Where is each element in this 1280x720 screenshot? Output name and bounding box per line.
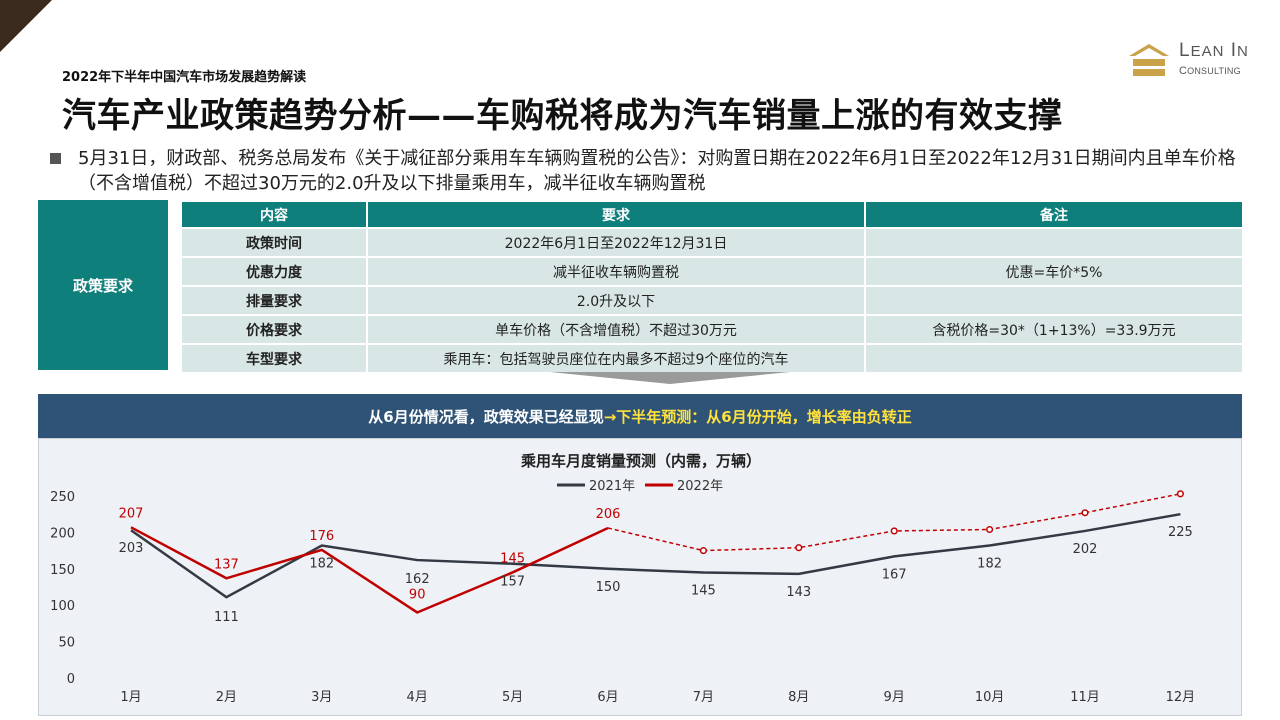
data-label-2022: 90	[409, 587, 426, 602]
y-tick-label: 0	[67, 672, 75, 687]
banner-highlight: →下半年预测：从6月份开始，增长率由负转正	[603, 407, 912, 426]
x-tick-label: 12月	[1166, 690, 1196, 705]
row-remark: 优惠=车价*5%	[864, 256, 1244, 287]
x-tick-label: 11月	[1070, 690, 1100, 705]
company-logo: LEAN IN CONSULTING	[1127, 40, 1257, 84]
x-tick-label: 4月	[407, 690, 428, 705]
forecast-point	[986, 525, 994, 534]
report-subtitle: 2022年下半年中国汽车市场发展趋势解读	[62, 70, 307, 85]
row-key: 排量要求	[180, 285, 368, 316]
data-label-2022: 206	[596, 507, 621, 522]
header-content: 内容	[180, 200, 368, 229]
banner-text: 从6月份情况看，政策效果已经显现	[368, 407, 604, 426]
forecast-point	[795, 544, 803, 552]
header-requirement: 要求	[366, 200, 866, 229]
row-requirement: 2.0升及以下	[366, 285, 866, 316]
down-arrow-icon	[550, 372, 790, 384]
row-requirement: 减半征收车辆购置税	[366, 256, 866, 287]
legend-label-2021: 2021年	[589, 479, 635, 494]
series-2021-line	[130, 512, 1181, 599]
forecast-point	[890, 527, 898, 535]
logo-line2: CONSULTING	[1179, 65, 1241, 77]
bullet-square-icon	[50, 153, 61, 164]
row-key: 价格要求	[180, 314, 368, 345]
y-tick-label: 50	[58, 636, 75, 651]
table-row: 排量要求 2.0升及以下	[180, 285, 1244, 316]
data-label-2021: 150	[596, 580, 621, 595]
row-key: 车型要求	[180, 343, 368, 374]
row-remark	[864, 227, 1244, 258]
logo-line1: LEAN IN	[1179, 40, 1249, 61]
data-label-2021: 225	[1168, 525, 1193, 540]
sales-forecast-chart: 乘用车月度销量预测（内需，万辆） 2021年 2022年 0 50 100 150 200 25…	[38, 438, 1242, 716]
series-2022-line	[130, 526, 609, 614]
table-row: 车型要求 乘用车：包括驾驶员座位在内最多不超过9个座位的汽车	[180, 343, 1244, 374]
logo-house-icon	[1129, 44, 1169, 76]
y-tick-label: 100	[50, 599, 75, 614]
row-key: 政策时间	[180, 227, 368, 258]
x-tick-label: 6月	[597, 690, 618, 705]
data-label-2021: 182	[977, 557, 1002, 572]
forecast-point	[699, 547, 707, 555]
data-label-2022: 145	[500, 551, 525, 566]
data-label-2021: 202	[1073, 542, 1098, 557]
corner-decoration	[0, 0, 52, 52]
data-label-2022: 137	[214, 557, 239, 572]
data-label-2021: 203	[119, 541, 144, 556]
row-requirement: 2022年6月1日至2022年12月31日	[366, 227, 866, 258]
row-requirement: 单车价格（不含增值税）不超过30万元	[366, 314, 866, 345]
x-tick-label: 10月	[975, 690, 1005, 705]
chart-title: 乘用车月度销量预测（内需，万辆）	[520, 452, 761, 470]
data-label-2022: 176	[309, 529, 334, 544]
header-remark: 备注	[864, 200, 1244, 229]
row-remark: 含税价格=30*（1+13%）=33.9万元	[864, 314, 1244, 345]
policy-bullet: 5月31日，财政部、税务总局发布《关于减征部分乘用车车辆购置税的公告》：对购置日…	[50, 146, 1250, 196]
data-label-2021: 162	[405, 572, 430, 587]
chart-canvas: 乘用车月度销量预测（内需，万辆） 2021年 2022年 0 50 100 150 200 25…	[50, 452, 1196, 705]
row-key: 优惠力度	[180, 256, 368, 287]
policy-table: 内容 要求 备注 政策时间 2022年6月1日至2022年12月31日 优惠力度…	[180, 200, 1244, 374]
data-label-2021: 167	[882, 567, 907, 582]
x-tick-label: 1月	[120, 690, 141, 705]
table-header-row: 内容 要求 备注	[180, 200, 1244, 229]
forecast-point	[1176, 490, 1184, 498]
table-row: 价格要求 单车价格（不含增值税）不超过30万元 含税价格=30*（1+13%）=…	[180, 314, 1244, 345]
data-label-2022: 207	[119, 506, 144, 521]
data-label-2021: 111	[214, 610, 239, 625]
conclusion-banner: 从6月份情况看，政策效果已经显现 →下半年预测：从6月份开始，增长率由负转正	[38, 394, 1242, 438]
data-label-2021: 157	[500, 575, 525, 590]
x-tick-label: 8月	[788, 690, 809, 705]
row-requirement: 乘用车：包括驾驶员座位在内最多不超过9个座位的汽车	[366, 343, 866, 374]
x-tick-label: 2月	[216, 690, 237, 705]
policy-side-label: 政策要求	[38, 200, 168, 370]
page-title: 汽车产业政策趋势分析——车购税将成为汽车销量上涨的有效支撑	[62, 96, 1063, 136]
x-tick-label: 5月	[502, 690, 523, 705]
bullet-text: 5月31日，财政部、税务总局发布《关于减征部分乘用车车辆购置税的公告》：对购置日…	[78, 148, 1236, 194]
y-tick-label: 150	[50, 563, 75, 578]
x-tick-label: 3月	[311, 690, 332, 705]
table-row: 优惠力度 减半征收车辆购置税 优惠=车价*5%	[180, 256, 1244, 287]
row-remark	[864, 285, 1244, 316]
table-row: 政策时间 2022年6月1日至2022年12月31日	[180, 227, 1244, 258]
data-label-2021: 182	[309, 557, 334, 572]
legend-label-2022: 2022年	[677, 479, 723, 494]
x-tick-label: 7月	[693, 690, 714, 705]
data-label-2021: 145	[691, 583, 716, 598]
y-tick-label: 200	[50, 526, 75, 541]
forecast-point	[1081, 509, 1089, 517]
data-label-2021: 143	[786, 585, 811, 600]
row-remark	[864, 343, 1244, 374]
y-tick-label: 250	[50, 490, 75, 505]
x-tick-label: 9月	[884, 690, 905, 705]
